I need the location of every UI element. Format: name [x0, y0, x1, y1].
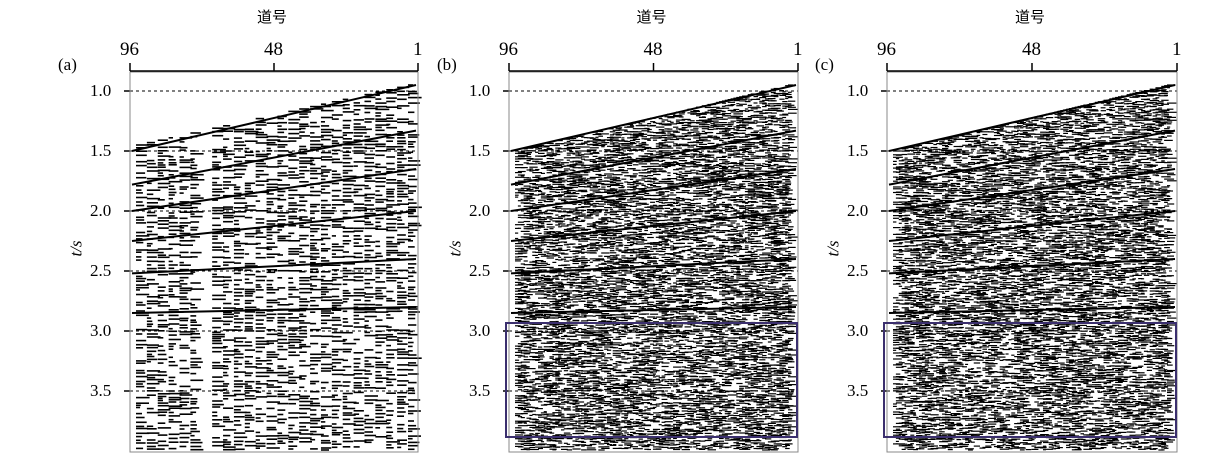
reflection-event: [131, 306, 417, 314]
seismic-traces: [515, 84, 798, 451]
reflection-event: [131, 84, 417, 152]
reflection-event: [131, 210, 417, 242]
panel-b: [503, 63, 799, 453]
plot-frame: [129, 71, 419, 453]
reflection-event: [131, 129, 417, 186]
panel-a: [124, 63, 422, 453]
reflection-event: [131, 168, 417, 212]
